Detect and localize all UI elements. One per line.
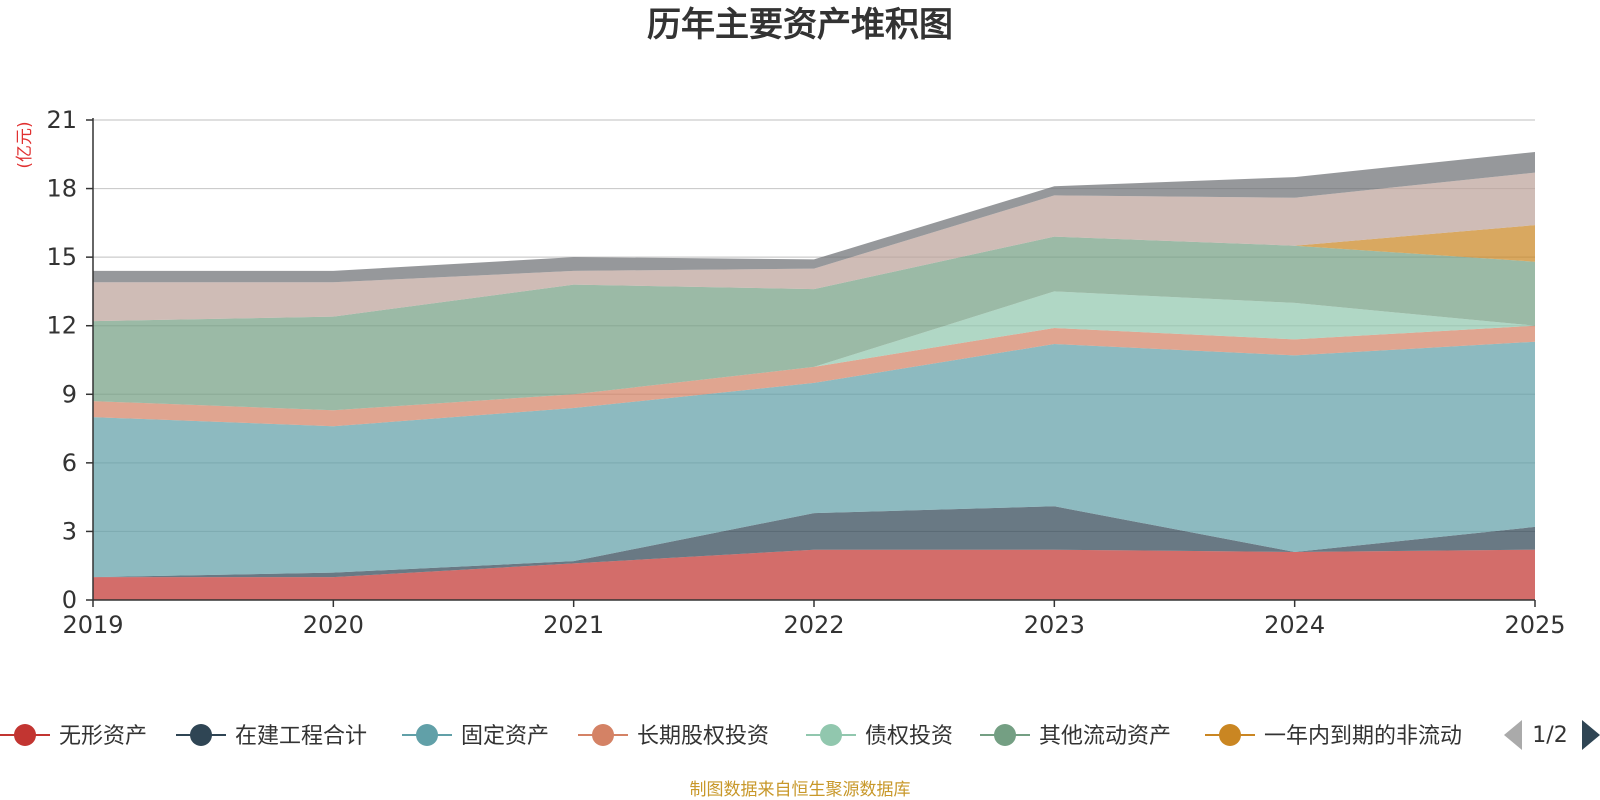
legend-label: 其他流动资产 (1039, 724, 1171, 749)
legend-item-1[interactable]: 在建工程合计 (176, 724, 367, 749)
x-tick-label-1: 2020 (303, 611, 364, 639)
legend-marker (14, 724, 36, 746)
axes: 0 3 6 9 12 15 18 21 2019 2020 2021 2022 2023 2024 2025 (46, 106, 1565, 639)
y-axis-unit-label: (亿元) (15, 121, 35, 168)
legend-marker (190, 724, 212, 746)
area-series-2 (93, 341, 1535, 578)
y-tick-label-3: 9 (62, 380, 77, 408)
area-series-4 (93, 291, 1535, 411)
legend[interactable]: 无形资产 在建工程合计 固定资产 长期股权投资 债权投资 其他流动资产 一年内到期的非流动 1… (0, 720, 1600, 750)
area-series-7 (93, 172, 1535, 322)
y-tick-label-6: 18 (46, 175, 77, 203)
legend-label: 固定资产 (461, 724, 549, 749)
chart-title: 历年主要资产堆积图 (647, 5, 953, 45)
y-tick-label-0: 0 (62, 586, 77, 614)
legend-item-6[interactable]: 一年内到期的非流动 (1205, 724, 1462, 749)
legend-item-0[interactable]: 无形资产 (0, 724, 147, 749)
y-tick-label-5: 15 (46, 243, 77, 271)
area-series-0 (93, 549, 1535, 600)
legend-prev-arrow-icon[interactable] (1504, 720, 1522, 750)
legend-marker (416, 724, 438, 746)
legend-marker (994, 724, 1016, 746)
area-series-1 (93, 506, 1535, 578)
y-tick-label-1: 3 (62, 517, 77, 545)
x-tick-label-5: 2024 (1264, 611, 1325, 639)
area-series-8 (93, 152, 1535, 283)
legend-marker (592, 724, 614, 746)
y-tick-label-4: 12 (46, 312, 77, 340)
x-tick-label-6: 2025 (1504, 611, 1565, 639)
x-tick-label-3: 2022 (783, 611, 844, 639)
legend-label: 一年内到期的非流动 (1264, 724, 1462, 749)
legend-item-2[interactable]: 固定资产 (402, 724, 549, 749)
x-tick-label-4: 2023 (1024, 611, 1085, 639)
area-series-5 (93, 236, 1535, 411)
legend-marker (1219, 724, 1241, 746)
area-series-3 (93, 325, 1535, 427)
x-tick-label-0: 2019 (62, 611, 123, 639)
y-tick-label-2: 6 (62, 449, 77, 477)
legend-item-3[interactable]: 长期股权投资 (578, 724, 769, 749)
y-tick-label-7: 21 (46, 106, 77, 134)
legend-label: 长期股权投资 (637, 724, 769, 749)
legend-item-4[interactable]: 债权投资 (806, 724, 953, 749)
data-source-note: 制图数据来自恒生聚源数据库 (690, 780, 911, 800)
legend-next-arrow-icon[interactable] (1582, 720, 1600, 750)
legend-label: 在建工程合计 (235, 724, 367, 749)
legend-item-5[interactable]: 其他流动资产 (980, 724, 1171, 749)
legend-page-indicator: 1/2 (1532, 723, 1567, 748)
legend-label: 债权投资 (865, 724, 953, 749)
x-tick-label-2: 2021 (543, 611, 604, 639)
legend-label: 无形资产 (59, 724, 147, 749)
legend-marker (820, 724, 842, 746)
area-series-layer (93, 152, 1535, 600)
